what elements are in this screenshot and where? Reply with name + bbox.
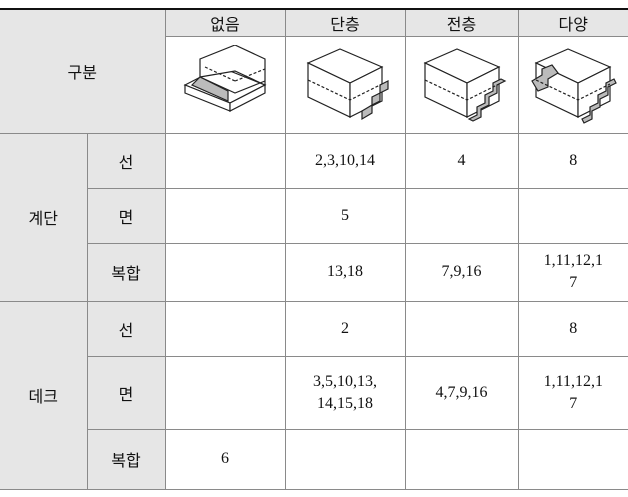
- cell-value: 1,11,12,17: [543, 372, 603, 412]
- table-cell: 13,18: [284, 242, 406, 302]
- table-cell: [164, 132, 286, 189]
- table-cell: [164, 187, 286, 244]
- icon-full: [423, 47, 506, 122]
- table-row: 데크 선 2 8: [0, 300, 628, 490]
- table-cell: 3,5,10,13,14,15,18: [284, 355, 406, 430]
- row-label: 선: [86, 132, 166, 189]
- table-cell: [164, 355, 286, 430]
- column-header: 다양: [517, 8, 628, 37]
- icon-cell: [517, 35, 628, 134]
- row-label: 면: [87, 355, 166, 430]
- column-header: 없음: [164, 8, 286, 37]
- cell-value: 8: [569, 319, 578, 337]
- row-label: 선: [86, 300, 166, 357]
- cell-value: 8: [569, 151, 578, 169]
- cell-value: 4,7,9,16: [435, 383, 488, 401]
- table-cell: 1,11,12,17: [517, 355, 628, 430]
- table-cell: 4,7,9,16: [404, 355, 519, 430]
- corner-header: 구분: [0, 8, 166, 134]
- cell-value: 3,5,10,13,14,15,18: [313, 372, 378, 412]
- table-cell: [517, 428, 628, 490]
- table-cell: 8: [517, 132, 628, 189]
- classification-table: 구분 없음 단층 전층 다양 계단 선 2,3,10,14 4 8 면 5 복합 13,18 7,…: [0, 8, 628, 490]
- table-cell: 5: [284, 187, 406, 244]
- row-label: 면: [87, 187, 166, 244]
- icon-single: [306, 47, 389, 120]
- group-label: 데크: [0, 300, 88, 490]
- cell-value: 4: [457, 151, 466, 169]
- cell-value: 13,18: [327, 263, 364, 280]
- cell-value: 5: [341, 206, 350, 224]
- table-body: 계단 선 2,3,10,14 4 8 면 5 복합 13,18 7,9,16 1,11,12,17 데…: [0, 132, 628, 490]
- column-header: 단층: [284, 8, 406, 37]
- table-cell: [517, 187, 628, 244]
- table-cell: [404, 300, 519, 357]
- table-row: 면 3,5,10,13,14,15,18 4,7,9,16 1,11,12,17: [0, 355, 628, 430]
- table-cell: 1,11,12,17: [517, 242, 628, 302]
- icon-varied: [531, 47, 618, 124]
- table-row: 계단 선 2,3,10,14 4 8: [0, 132, 628, 302]
- icon-cell: [404, 35, 519, 134]
- table-cell: 7,9,16: [404, 242, 519, 302]
- table-cell: 2,3,10,14: [284, 132, 406, 189]
- table-row: 복합 6: [0, 428, 628, 490]
- table-cell: 6: [164, 428, 286, 490]
- group-label: 계단: [0, 132, 88, 302]
- table-cell: [164, 242, 286, 302]
- table-row: 복합 13,18 7,9,16 1,11,12,17: [0, 242, 628, 302]
- table-cell: [404, 428, 519, 490]
- cell-value: 2: [341, 319, 350, 337]
- cell-value: 7,9,16: [441, 263, 482, 280]
- table-cell: 2: [284, 300, 406, 357]
- cell-value: 1,11,12,17: [543, 252, 603, 291]
- row-label: 복합: [87, 242, 166, 302]
- table-cell: 4: [404, 132, 519, 189]
- table-cell: [284, 428, 406, 490]
- column-header: 전층: [404, 8, 519, 37]
- cell-value: 6: [221, 450, 230, 467]
- cell-value: 2,3,10,14: [315, 151, 376, 169]
- table-cell: [164, 300, 286, 357]
- table-cell: 8: [517, 300, 628, 357]
- table-cell: [404, 187, 519, 244]
- icon-none: [183, 44, 267, 112]
- icon-cell: [165, 35, 286, 134]
- icon-cell: [284, 35, 406, 134]
- row-label: 복합: [87, 428, 166, 490]
